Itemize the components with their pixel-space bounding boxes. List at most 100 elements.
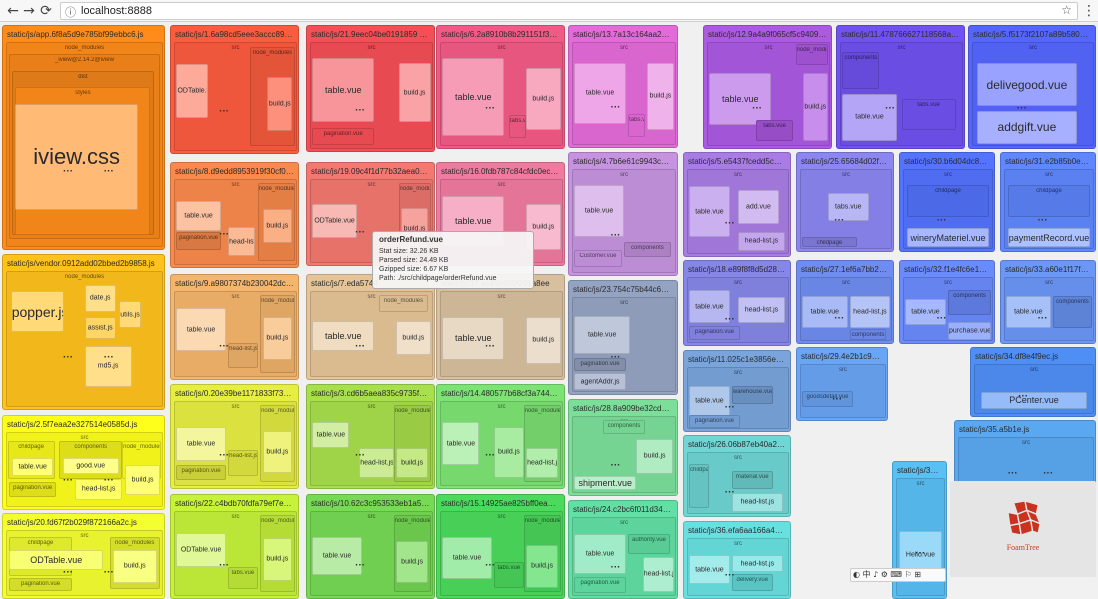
folder-cell[interactable]: pagination.vue bbox=[689, 415, 741, 428]
bundle-tile[interactable]: static/js/22.c4bdb70fdfa79ef7e300.js src n… bbox=[170, 494, 299, 599]
module-cell[interactable]: table.vue bbox=[1005, 296, 1051, 329]
bundle-tile[interactable]: static/js/13.7a13c164aa25cf26a0a1.js src t… bbox=[568, 25, 678, 148]
module-cell[interactable]: head-list.js bbox=[849, 296, 891, 329]
folder-cell[interactable]: head-list.js bbox=[228, 342, 258, 369]
module-cell[interactable]: build.js bbox=[267, 76, 293, 132]
bundle-tile[interactable]: static/js/3.cd6b5aea835c9735fae7.js src no… bbox=[306, 384, 435, 489]
module-cell[interactable]: build.js bbox=[125, 465, 160, 495]
module-cell[interactable]: table.vue bbox=[574, 184, 624, 237]
bundle-tile[interactable]: static/js/25.65684d02f8fd6a4a12cb.js src t… bbox=[796, 152, 894, 252]
module-cell[interactable]: table.vue bbox=[574, 62, 627, 125]
module-cell[interactable]: table.vue bbox=[312, 536, 362, 575]
bundle-tile[interactable]: static/js/31.e2b85b0e8dfa07e.js src childp… bbox=[1000, 152, 1096, 252]
module-cell[interactable]: table.vue bbox=[442, 536, 492, 579]
folder-cell[interactable]: warehouse.vue bbox=[731, 385, 773, 405]
folder-cell[interactable]: tabs.vue bbox=[494, 562, 524, 588]
bundle-tile[interactable]: static/js/9.a9807374b230042dc3a3.js src no… bbox=[170, 274, 299, 380]
bundle-tile[interactable]: static/js/5.f5173f2107a89b58072.js src del… bbox=[968, 25, 1096, 149]
module-cell[interactable]: table.vue bbox=[312, 58, 374, 123]
address-bar[interactable]: ⓘ localhost:8888 ☆ bbox=[60, 2, 1078, 20]
bundle-tile[interactable]: static/js/10.62c3c953533eb1a5044b.js src n… bbox=[306, 494, 435, 599]
module-cell[interactable]: build.js bbox=[396, 540, 429, 584]
bundle-tile[interactable]: static/js/28.8a909be32cd65c2929e3.jssrcb… bbox=[568, 399, 678, 496]
bundle-tile[interactable]: static/js/1.6a98cd5eee3accc89d8e.js src no… bbox=[170, 25, 299, 154]
site-info-icon[interactable]: ⓘ bbox=[65, 6, 76, 19]
module-cell[interactable]: ODTable.vue bbox=[176, 533, 226, 568]
module-cell[interactable]: build.js bbox=[636, 439, 673, 474]
bundle-tile[interactable]: static/js/2.5f7eaa2e327514e0585d.js src ch… bbox=[2, 415, 165, 510]
module-cell[interactable]: build.js bbox=[802, 73, 828, 141]
folder-cell[interactable]: childpage bbox=[801, 237, 858, 247]
reload-icon[interactable]: ⟳ bbox=[40, 3, 52, 19]
bundle-tile[interactable]: static/js/19.09c4f1d77b32aea0cfab.js src n… bbox=[306, 162, 435, 266]
folder-cell[interactable]: childpage bbox=[689, 464, 710, 508]
bundle-tile[interactable]: static/js/14.480577b68cf3a7447596.js src n… bbox=[436, 384, 565, 489]
bundle-tile[interactable]: static/js/app.6f8a5d9e785bf99ebbc6.js nod… bbox=[2, 25, 165, 250]
folder-cell[interactable]: delivery.vue bbox=[731, 573, 773, 592]
bundle-tile[interactable]: static/js/29.4e2b1c9b9e1fa6ed7c.js src goo… bbox=[796, 347, 888, 421]
module-cell[interactable]: iview.css bbox=[15, 103, 138, 211]
module-cell[interactable]: build.js bbox=[396, 447, 429, 478]
bookmark-star-icon[interactable]: ☆ bbox=[1061, 3, 1072, 17]
module-cell[interactable]: delivegood.vue bbox=[976, 62, 1077, 107]
module-cell[interactable]: good.vue bbox=[62, 457, 120, 474]
module-cell[interactable]: agentAddr.js bbox=[574, 373, 627, 391]
folder-cell[interactable]: node_modules bbox=[795, 44, 828, 65]
bundle-tile[interactable]: static/js/5.e5437fcedd5cbef4b4b0fb.js src… bbox=[683, 152, 791, 257]
module-cell[interactable]: head-list.js bbox=[228, 227, 256, 257]
module-cell[interactable]: build.js bbox=[112, 549, 157, 583]
module-cell[interactable]: table.vue bbox=[689, 186, 730, 237]
bundle-tile[interactable]: static/js/6.2a8910b8b291151f30ce.js src ta… bbox=[436, 25, 565, 149]
folder-cell[interactable]: pagination.vue bbox=[9, 481, 57, 497]
module-cell[interactable]: table.vue bbox=[176, 201, 221, 232]
module-cell[interactable]: table.vue bbox=[574, 534, 627, 574]
module-cell[interactable]: head-list.js bbox=[731, 555, 783, 572]
folder-cell[interactable]: head-list.js bbox=[228, 450, 258, 476]
bundle-tile[interactable]: static/js/vendor.0912add02bbed2b9858.js n… bbox=[2, 254, 165, 410]
module-cell[interactable]: assist.js bbox=[84, 317, 116, 339]
module-cell[interactable]: table.vue bbox=[442, 316, 504, 360]
module-cell[interactable]: build.js bbox=[262, 316, 293, 360]
module-cell[interactable]: build.js bbox=[262, 209, 293, 244]
bundle-tile[interactable]: static/js/7.eda5744 src table.vue build.js n… bbox=[306, 274, 435, 380]
module-cell[interactable]: head-list.js bbox=[738, 296, 785, 324]
folder-cell[interactable]: childpage bbox=[1007, 185, 1091, 217]
folder-cell[interactable]: tabs.vue bbox=[628, 114, 645, 137]
bundle-tile[interactable]: static/js/18.e89f8f8d5d28959ece5.js src ta… bbox=[683, 260, 791, 346]
folder-cell[interactable]: components bbox=[842, 52, 880, 89]
module-cell[interactable]: build.js bbox=[494, 426, 524, 478]
module-cell[interactable]: paymentRecord.vue bbox=[1007, 228, 1091, 248]
bundle-tile[interactable]: static/js/11.478766627118568ad311.js src c… bbox=[836, 25, 965, 149]
folder-cell[interactable]: components bbox=[624, 241, 671, 258]
bundle-tile[interactable]: static/js/15.14925ae825bff0ea8028.js src n… bbox=[436, 494, 565, 599]
module-cell[interactable]: table.vue bbox=[689, 290, 730, 324]
bundle-tile[interactable]: static/js/11.025c1e3856e8f76210e.js src ta… bbox=[683, 350, 791, 432]
module-cell[interactable]: shipment.vue bbox=[574, 476, 637, 490]
bundle-tile[interactable]: static/js/0.20e39be1171833f73317.js src no… bbox=[170, 384, 299, 489]
bundle-tile[interactable]: static/js/23.754c75b44c6a82ce9112.js src t… bbox=[568, 280, 678, 395]
module-cell[interactable]: tabs.vue bbox=[827, 193, 869, 221]
module-cell[interactable]: table.vue bbox=[176, 308, 226, 352]
module-cell[interactable]: table.vue bbox=[312, 422, 350, 448]
module-cell[interactable]: head-list.js bbox=[526, 447, 559, 478]
module-cell[interactable]: table.vue bbox=[312, 321, 374, 352]
folder-cell[interactable]: tabs.vue bbox=[508, 114, 527, 138]
folder-cell[interactable]: material.vue bbox=[731, 470, 773, 490]
folder-cell[interactable]: components bbox=[849, 329, 887, 340]
bundle-tile[interactable]: static/js/33.a60e1f17fa7c8.js src table.vu… bbox=[1000, 260, 1096, 344]
folder-cell[interactable]: goodsdetail.vue bbox=[801, 391, 854, 408]
module-cell[interactable]: ODTable.vue bbox=[9, 549, 104, 570]
module-cell[interactable]: wineryMateriel.vue bbox=[906, 228, 990, 248]
folder-cell[interactable]: components bbox=[1052, 296, 1093, 329]
module-cell[interactable]: build.js bbox=[526, 545, 559, 588]
module-cell[interactable]: head-list.js bbox=[731, 492, 783, 512]
folder-cell[interactable]: pagination.vue bbox=[574, 577, 627, 593]
module-cell[interactable]: popper.js bbox=[10, 291, 65, 333]
folder-cell[interactable]: childpage bbox=[906, 185, 990, 217]
module-cell[interactable]: table.vue bbox=[709, 73, 771, 126]
folder-cell[interactable]: pagination.vue bbox=[176, 232, 221, 250]
module-cell[interactable]: build.js bbox=[526, 316, 561, 365]
module-cell[interactable]: build.js bbox=[262, 430, 293, 474]
module-cell[interactable]: PCenter.vue bbox=[981, 391, 1087, 409]
bundle-tile[interactable]: static/js/27.1ef6a7bb2dce17c3bc.js src tab… bbox=[796, 260, 894, 344]
